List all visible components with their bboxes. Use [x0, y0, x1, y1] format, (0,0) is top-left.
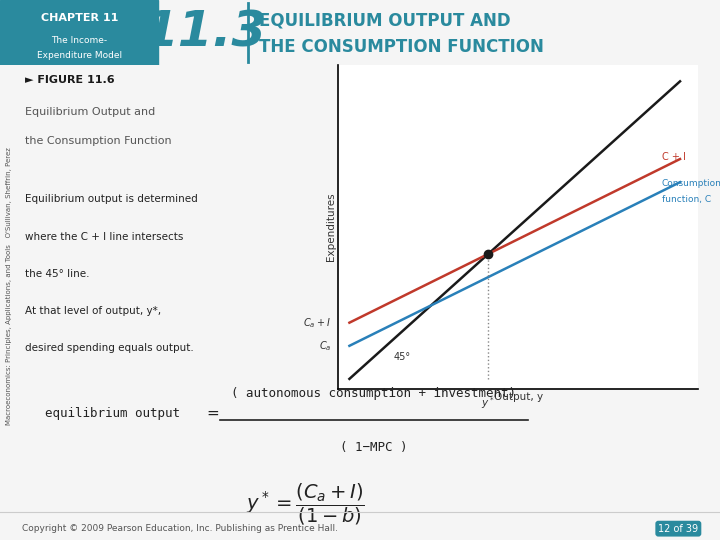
Text: THE CONSUMPTION FUNCTION: THE CONSUMPTION FUNCTION — [259, 38, 544, 56]
Text: Copyright © 2009 Pearson Education, Inc. Publishing as Prentice Hall.: Copyright © 2009 Pearson Education, Inc.… — [22, 524, 338, 533]
Bar — [0, 0, 158, 65]
Text: Equilibrium Output and: Equilibrium Output and — [24, 107, 155, 117]
Y-axis label: Expenditures: Expenditures — [325, 192, 336, 261]
Text: C + I: C + I — [662, 152, 685, 161]
Text: where the C + I line intersects: where the C + I line intersects — [24, 232, 183, 242]
Text: $y^*$: $y^*$ — [482, 395, 495, 411]
Text: ( 1−MPC ): ( 1−MPC ) — [340, 441, 408, 454]
Text: the Consumption Function: the Consumption Function — [24, 136, 171, 146]
Text: function, C: function, C — [662, 195, 711, 205]
Text: Expenditure Model: Expenditure Model — [37, 51, 122, 59]
Text: CHAPTER 11: CHAPTER 11 — [40, 13, 118, 23]
Text: EQUILIBRIUM OUTPUT AND: EQUILIBRIUM OUTPUT AND — [259, 12, 510, 30]
Text: Consumption: Consumption — [662, 179, 720, 188]
Text: ► FIGURE 11.6: ► FIGURE 11.6 — [24, 75, 114, 85]
Text: $C_a+I$: $C_a+I$ — [303, 316, 331, 329]
Text: equilibrium output: equilibrium output — [45, 407, 181, 420]
Text: 11.3: 11.3 — [143, 9, 267, 56]
Text: Equilibrium output is determined: Equilibrium output is determined — [24, 194, 197, 205]
Text: ( autonomous consumption + investment): ( autonomous consumption + investment) — [231, 387, 516, 400]
Text: $y^* = \dfrac{( C_a + I )}{( 1 - b )}$: $y^* = \dfrac{( C_a + I )}{( 1 - b )}$ — [246, 482, 365, 527]
Text: $C_a$: $C_a$ — [318, 339, 331, 353]
Text: Macroeconomics: Principles, Applications, and Tools   O'Sullivan, Sheffrin, Pere: Macroeconomics: Principles, Applications… — [6, 147, 12, 425]
Text: 12 of 39: 12 of 39 — [658, 524, 698, 534]
Text: the 45° line.: the 45° line. — [24, 269, 89, 279]
Text: The Income-: The Income- — [51, 36, 107, 45]
Text: 45°: 45° — [394, 353, 410, 362]
Text: desired spending equals output.: desired spending equals output. — [24, 343, 194, 354]
Text: =: = — [206, 406, 219, 421]
X-axis label: Output, y: Output, y — [494, 392, 543, 402]
Text: At that level of output, y*,: At that level of output, y*, — [24, 306, 161, 316]
